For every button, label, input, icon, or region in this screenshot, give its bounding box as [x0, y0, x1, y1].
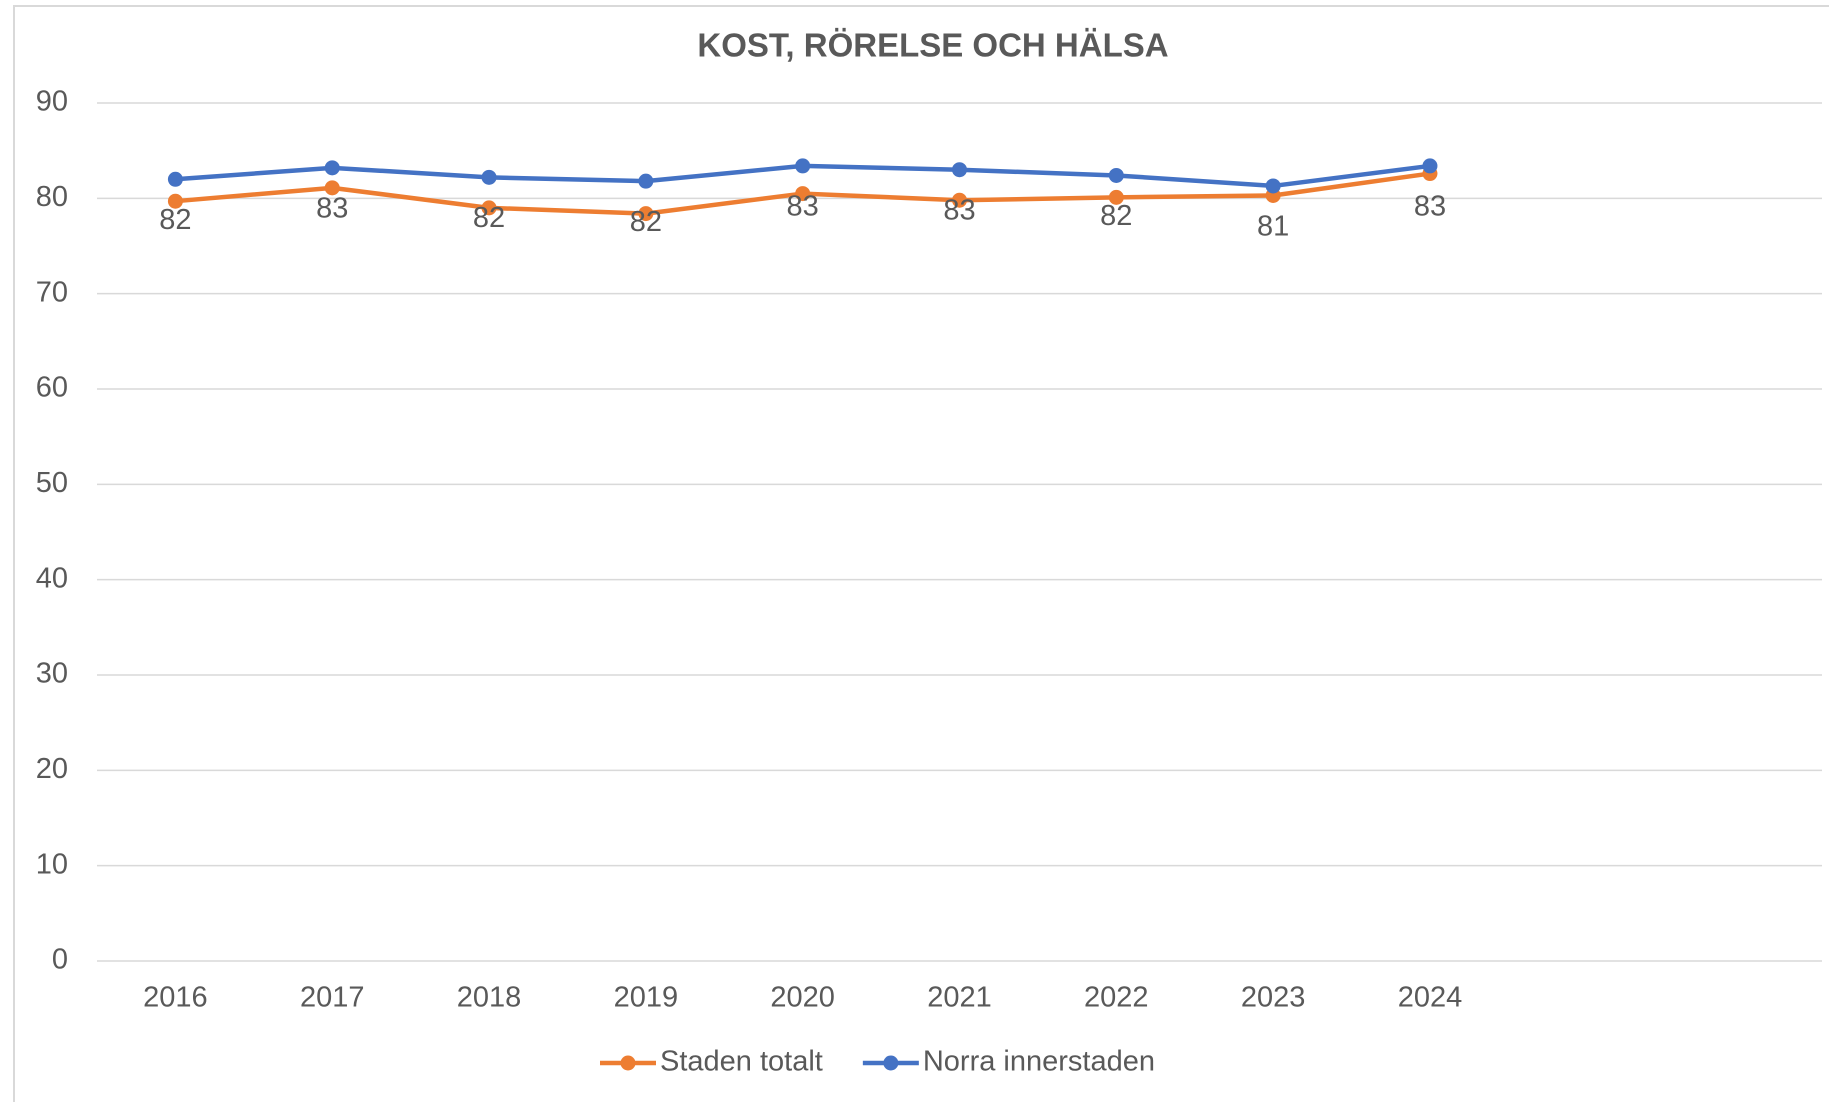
point	[638, 173, 654, 189]
point	[795, 158, 811, 174]
point	[324, 160, 340, 176]
y-tick-label: 90	[36, 86, 68, 118]
x-tick-label: 2021	[927, 982, 992, 1014]
data-label: 83	[787, 191, 819, 223]
data-label: 82	[630, 206, 662, 238]
y-tick-label: 30	[36, 658, 68, 690]
y-tick-label: 70	[36, 276, 68, 308]
x-tick-label: 2024	[1398, 982, 1463, 1014]
x-tick-label: 2022	[1084, 982, 1149, 1014]
y-tick-label: 10	[36, 848, 68, 880]
y-tick-label: 40	[36, 562, 68, 594]
x-tick-label: 2020	[770, 982, 835, 1014]
point	[1422, 158, 1438, 174]
y-tick-label: 80	[36, 181, 68, 213]
point	[1265, 178, 1281, 194]
data-label: 81	[1257, 211, 1289, 243]
point	[1108, 167, 1124, 183]
legend-label: Norra innerstaden	[923, 1046, 1155, 1078]
legend-marker	[620, 1055, 636, 1071]
point	[167, 193, 183, 209]
data-label: 82	[1100, 200, 1132, 232]
point	[638, 206, 654, 222]
legend-label: Staden totalt	[660, 1046, 823, 1078]
point	[481, 200, 497, 216]
point	[952, 162, 967, 178]
x-tick-label: 2023	[1241, 982, 1306, 1014]
x-tick-label: 2018	[457, 982, 522, 1014]
point	[324, 180, 340, 196]
data-label: 83	[316, 192, 348, 224]
point	[795, 186, 811, 202]
legend-marker	[883, 1055, 899, 1071]
point	[167, 171, 183, 187]
x-tick-label: 2019	[614, 982, 679, 1014]
x-tick-label: 2016	[143, 982, 208, 1014]
point	[1108, 189, 1124, 205]
chart-title: KOST, RÖRELSE OCH HÄLSA	[697, 27, 1168, 64]
data-label: 82	[159, 204, 191, 236]
data-label: 82	[473, 202, 505, 234]
data-label: 83	[943, 194, 975, 226]
data-label: 83	[1414, 191, 1446, 223]
y-tick-label: 60	[36, 372, 68, 404]
y-tick-label: 0	[52, 944, 68, 976]
x-tick-label: 2017	[300, 982, 365, 1014]
point	[952, 192, 967, 208]
y-tick-label: 50	[36, 467, 68, 499]
point	[481, 169, 497, 185]
y-tick-label: 20	[36, 753, 68, 785]
